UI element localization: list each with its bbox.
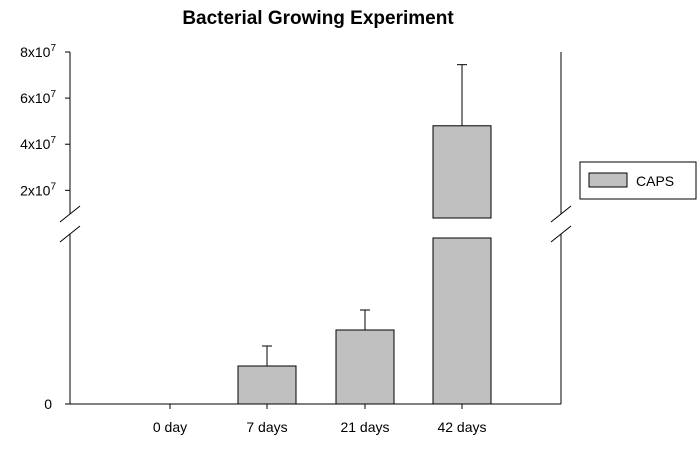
x-tick-label-2: 21 days xyxy=(340,419,389,435)
bar-2 xyxy=(335,329,395,405)
bar-1 xyxy=(237,365,297,405)
y-ticks: 2x107 4x107 6x107 8x107 0 xyxy=(20,43,70,412)
axis-break-mark-right-top xyxy=(550,205,572,223)
bar-3-lower xyxy=(432,237,492,405)
y-tick-label-upper-2: 6x107 xyxy=(20,89,56,106)
axes xyxy=(59,52,572,409)
y-tick-label-lower-0: 0 xyxy=(44,396,52,412)
legend-label: CAPS xyxy=(636,173,674,189)
x-tick-labels: 0 day 7 days 21 days 42 days xyxy=(153,419,487,435)
axis-break-mark-left-bottom xyxy=(59,225,81,243)
bars xyxy=(237,64,492,405)
y-tick-label-upper-0: 2x107 xyxy=(20,181,56,198)
chart-title: Bacterial Growing Experiment xyxy=(182,8,454,29)
axis-break-mark-left-top xyxy=(59,205,81,223)
x-tick-label-1: 7 days xyxy=(246,419,287,435)
y-tick-label-upper-3: 8x107 xyxy=(20,43,56,60)
axis-break-mark-right-bottom xyxy=(550,225,572,243)
legend: CAPS xyxy=(579,161,697,200)
x-tick-label-0: 0 day xyxy=(153,419,187,435)
y-tick-label-upper-1: 4x107 xyxy=(20,135,56,152)
bar-3-upper xyxy=(432,125,492,219)
legend-swatch xyxy=(588,172,628,188)
x-tick-label-3: 42 days xyxy=(437,419,486,435)
